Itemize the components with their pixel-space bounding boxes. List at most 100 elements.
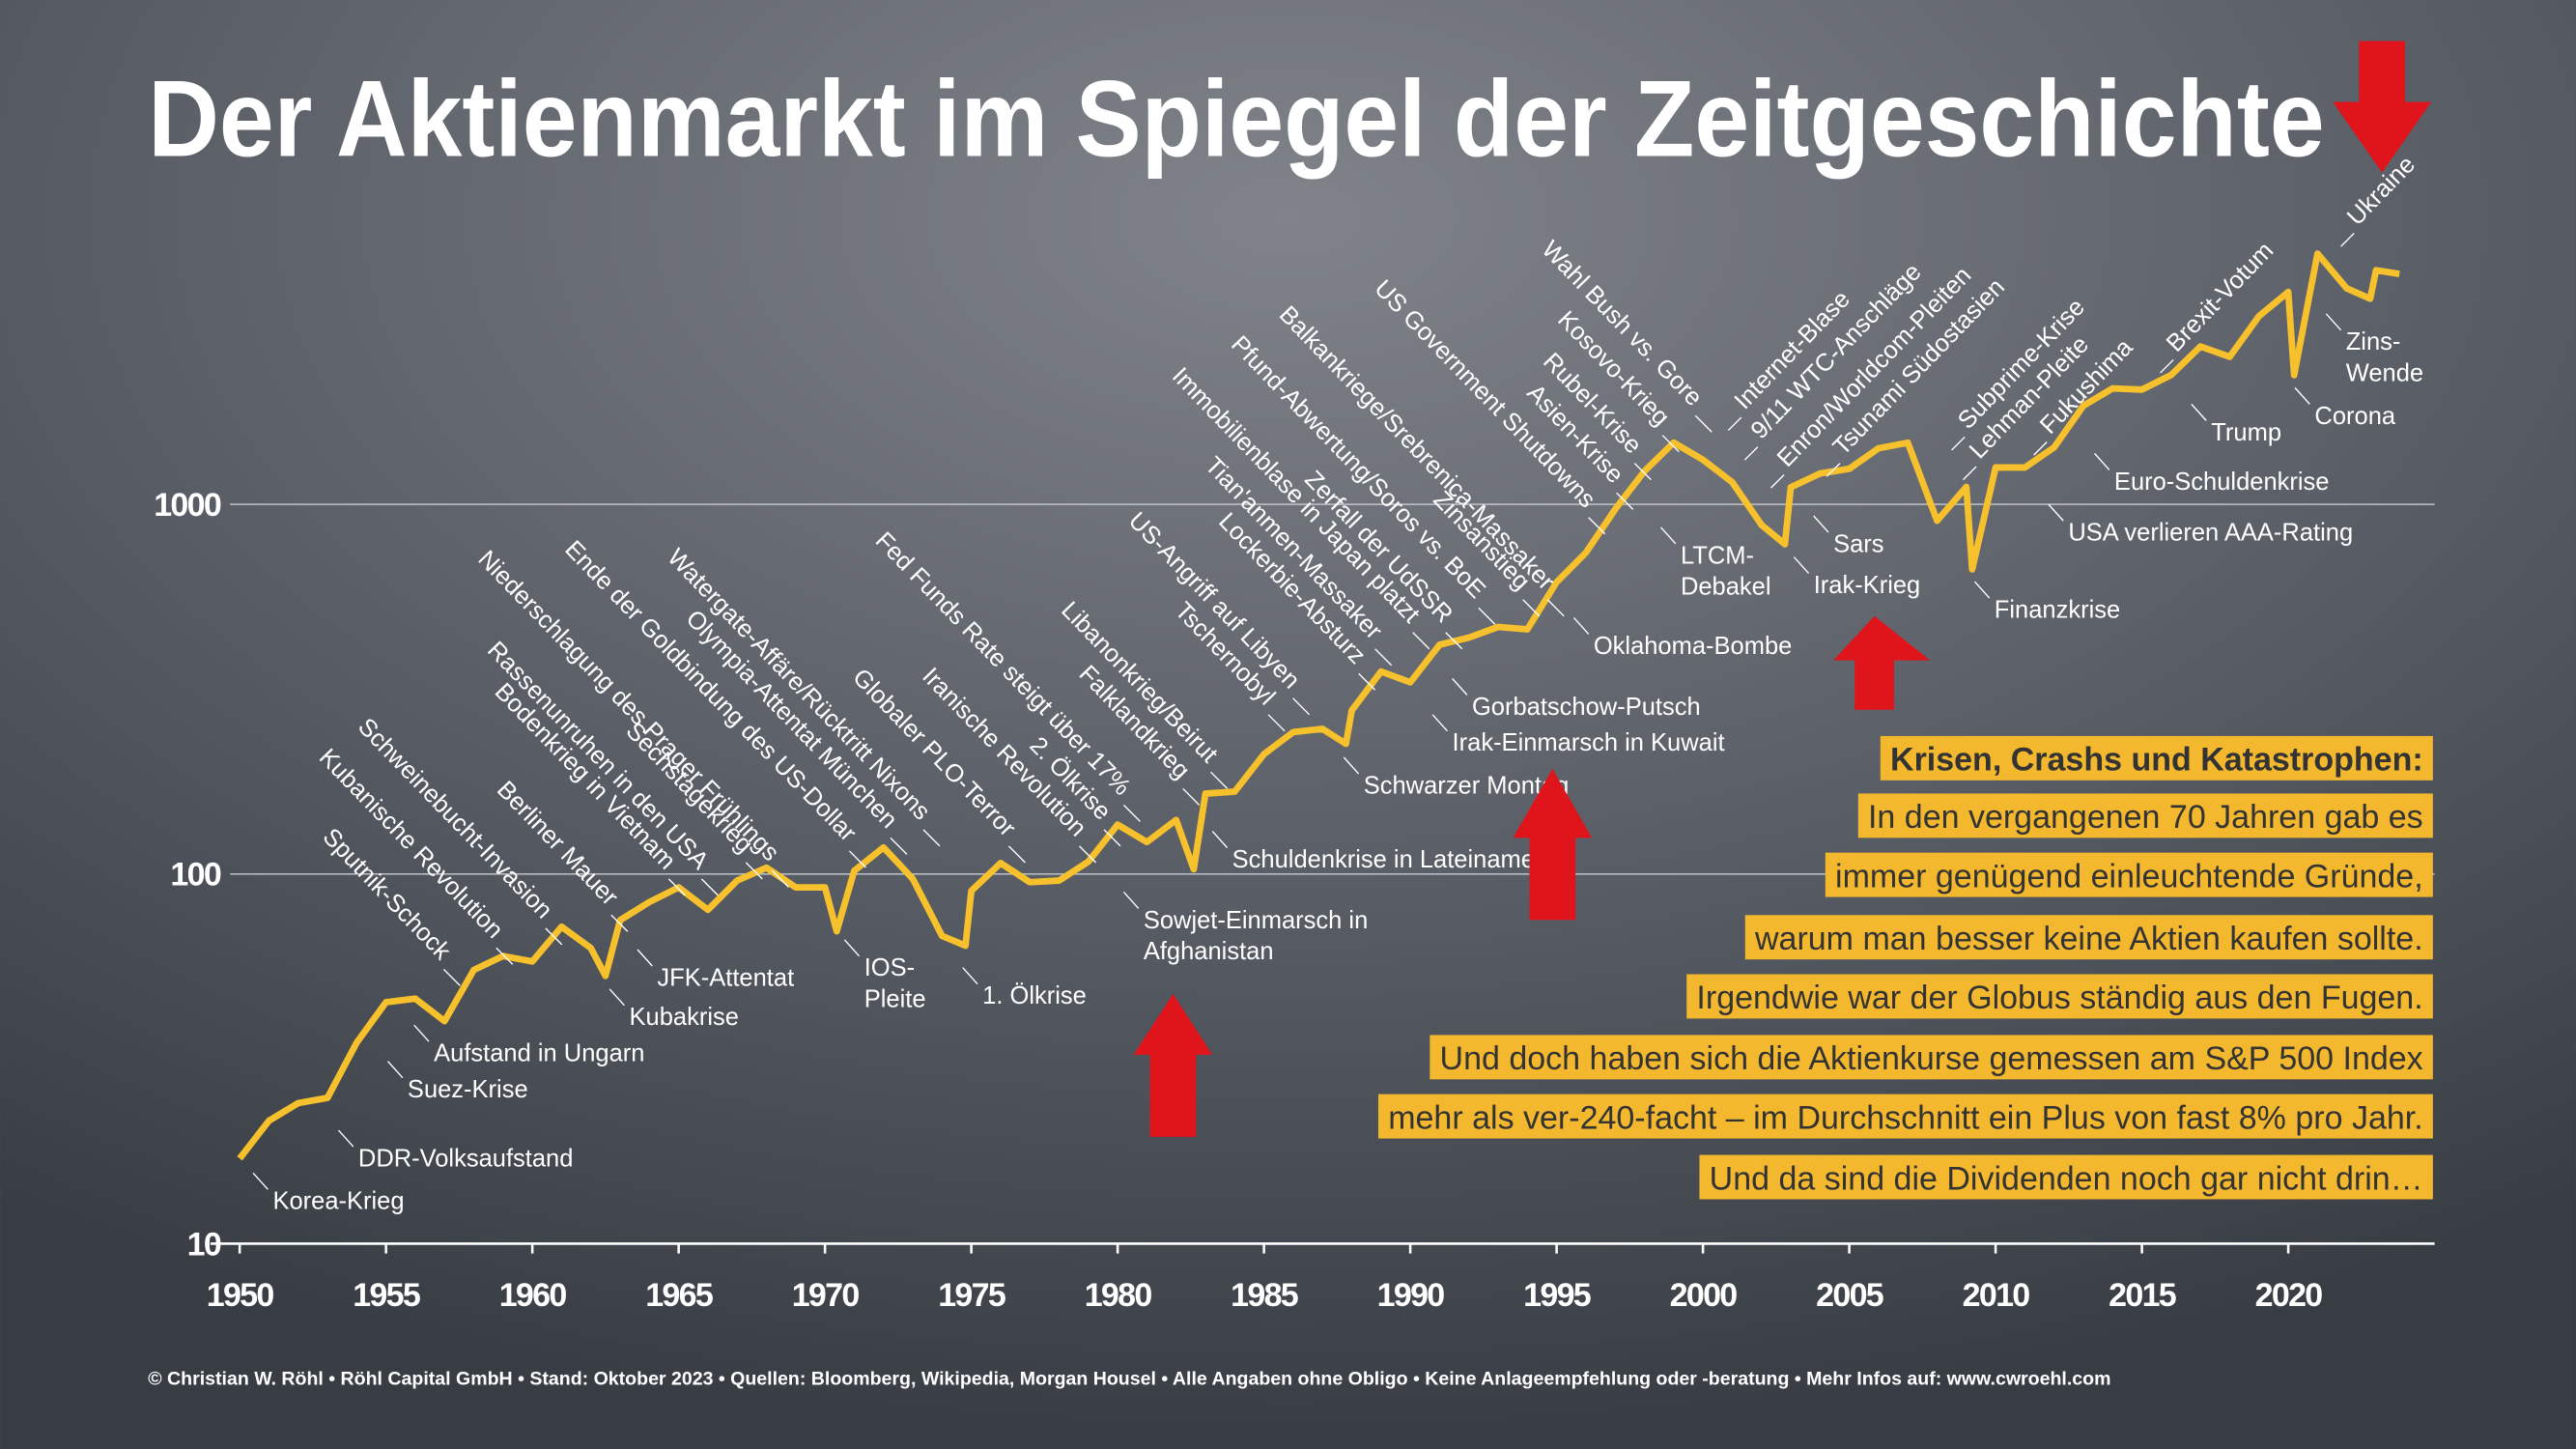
leader-line bbox=[1267, 714, 1286, 732]
annotation: LTCM- bbox=[1681, 542, 1754, 569]
leader-line bbox=[252, 1172, 269, 1190]
annotation: Corona bbox=[2314, 403, 2395, 430]
red-arrow bbox=[1513, 768, 1593, 921]
leader-line bbox=[387, 1061, 404, 1079]
annotation: Finanzkrise bbox=[1995, 596, 2120, 623]
leader-line bbox=[609, 988, 625, 1007]
annotation: Schwarzer Montag bbox=[1364, 772, 1570, 799]
x-tick-label: 1965 bbox=[645, 1277, 713, 1314]
x-tick-label: 1975 bbox=[938, 1277, 1005, 1314]
leader-line bbox=[495, 947, 514, 965]
leader-line bbox=[1951, 436, 1966, 451]
label-background bbox=[1857, 793, 2433, 838]
leader-line bbox=[1962, 466, 1977, 481]
leader-line bbox=[1210, 771, 1229, 789]
x-tick-label: 2000 bbox=[1670, 1277, 1738, 1314]
chart-title: Der Aktienmarkt im Spiegel der Zeitgesch… bbox=[148, 58, 2324, 180]
annotation: Sowjet-Einmarsch in bbox=[1144, 907, 1368, 934]
annotation: Irak-Krieg bbox=[1814, 572, 1921, 599]
text-box: Krisen, Crashs und Katastrophen: In den v… bbox=[1377, 735, 2433, 1200]
annotation: Zins- bbox=[2346, 328, 2401, 355]
leader-line bbox=[1727, 416, 1742, 432]
leader-line bbox=[1770, 474, 1785, 489]
x-tick-label: 2010 bbox=[1963, 1277, 2030, 1314]
leader-line bbox=[922, 829, 941, 847]
red-arrow bbox=[1833, 615, 1931, 710]
x-tick-label: 1995 bbox=[1523, 1277, 1591, 1314]
leader-line bbox=[1182, 787, 1201, 806]
leader-line bbox=[1633, 463, 1652, 481]
leader-line bbox=[2340, 233, 2355, 247]
text-box-line: warum man besser keine Aktien kaufen sol… bbox=[1754, 921, 2423, 957]
leader-line bbox=[700, 878, 719, 896]
leader-line bbox=[1813, 515, 1829, 533]
annotation: Euro-Schuldenkrise bbox=[2114, 469, 2330, 496]
leader-line bbox=[1122, 804, 1141, 822]
leader-line bbox=[848, 850, 866, 868]
leader-line bbox=[1103, 829, 1121, 847]
leader-line bbox=[1358, 672, 1376, 691]
leader-line bbox=[1616, 492, 1634, 510]
x-tick-label: 1980 bbox=[1085, 1277, 1152, 1314]
x-tick-label: 1960 bbox=[499, 1277, 567, 1314]
leader-line bbox=[1973, 581, 1991, 599]
x-tick-label: 1950 bbox=[207, 1277, 274, 1314]
annotation: DDR-Volksaufstand bbox=[358, 1145, 574, 1172]
annotation: Oklahoma-Bombe bbox=[1594, 633, 1793, 660]
label-background bbox=[1377, 1094, 2433, 1139]
leader-line bbox=[1079, 845, 1097, 864]
annotation: Pleite bbox=[864, 986, 926, 1013]
label-background bbox=[1880, 735, 2433, 781]
label-background bbox=[1744, 915, 2433, 960]
leader-line bbox=[545, 927, 563, 946]
leader-line bbox=[1007, 845, 1026, 864]
text-box-line: In den vergangenen 70 Jahren gab es bbox=[1868, 799, 2423, 836]
annotation: Debakel bbox=[1681, 574, 1771, 601]
y-tick-label: 100 bbox=[170, 857, 220, 894]
leader-line bbox=[1661, 435, 1680, 453]
arrows bbox=[1133, 41, 2432, 1137]
label-background bbox=[1825, 852, 2433, 897]
leader-line bbox=[1546, 599, 1565, 617]
leader-line bbox=[1122, 892, 1140, 909]
leader-line bbox=[2160, 358, 2174, 374]
leader-line bbox=[1694, 414, 1713, 433]
leader-line bbox=[962, 967, 978, 985]
leader-line bbox=[1445, 632, 1463, 650]
index-line bbox=[237, 250, 2400, 1161]
leader-line bbox=[1572, 617, 1590, 635]
text-box-line: mehr als ver-240-facht – im Durchschnitt… bbox=[1388, 1099, 2422, 1136]
text-box-line: Und doch haben sich die Aktienkurse geme… bbox=[1440, 1040, 2423, 1077]
annotation: Aufstand in Ungarn bbox=[434, 1040, 644, 1067]
footer: © Christian W. Röhl • Röhl Capital GmbH … bbox=[148, 1369, 2110, 1390]
leader-line bbox=[1478, 607, 1496, 625]
leader-line bbox=[1660, 526, 1677, 545]
annotation: USA verlieren AAA-Rating bbox=[2068, 520, 2353, 547]
annotation: 1. Ölkrise bbox=[982, 982, 1087, 1009]
leader-line bbox=[610, 914, 629, 932]
annotation: Afghanistan bbox=[1144, 938, 1274, 965]
annotation: Schuldenkrise in Lateinamerika bbox=[1232, 846, 1575, 873]
label-background bbox=[1699, 1154, 2433, 1200]
leader-line bbox=[1431, 714, 1448, 732]
x-tick-label: 2015 bbox=[2109, 1277, 2176, 1314]
leader-line bbox=[1588, 517, 1606, 535]
leader-line bbox=[637, 949, 653, 967]
x-tick-label: 1985 bbox=[1231, 1277, 1298, 1314]
leader-line bbox=[1343, 756, 1360, 775]
annotation: IOS- bbox=[864, 954, 915, 981]
label-background bbox=[1686, 974, 2433, 1019]
leader-line bbox=[1452, 677, 1468, 696]
red-arrow bbox=[2333, 41, 2432, 173]
leader-line bbox=[2048, 503, 2064, 522]
annotation: Gorbatschow-Putsch bbox=[1472, 694, 1701, 721]
leader-line bbox=[442, 968, 461, 986]
text-box-heading: Krisen, Crashs und Katastrophen: bbox=[1890, 742, 2423, 779]
leader-line bbox=[1211, 831, 1229, 849]
x-tick-label: 2005 bbox=[1816, 1277, 1883, 1314]
leader-line bbox=[338, 1129, 354, 1148]
label-background bbox=[1430, 1035, 2433, 1080]
